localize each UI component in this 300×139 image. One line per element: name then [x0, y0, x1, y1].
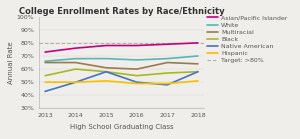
Black — [74, 68, 77, 70]
Multiracial — [43, 62, 47, 63]
White — [43, 60, 47, 62]
White — [196, 55, 200, 57]
Asian/Pacific Islander — [135, 45, 139, 46]
Multiracial — [104, 67, 108, 69]
X-axis label: High School Graduating Class: High School Graduating Class — [70, 124, 173, 130]
Black — [196, 71, 200, 73]
Black — [166, 72, 169, 74]
Asian/Pacific Islander — [43, 51, 47, 53]
Legend: Asian/Pacific Islander, White, Multiracial, Black, Native American, Hispanic, Ta: Asian/Pacific Islander, White, Multiraci… — [207, 15, 287, 63]
Asian/Pacific Islander — [196, 42, 200, 44]
Asian/Pacific Islander — [104, 45, 108, 46]
Line: Multiracial: Multiracial — [45, 63, 198, 69]
Black — [104, 71, 108, 73]
White — [135, 59, 139, 61]
Multiracial — [135, 68, 139, 70]
Line: White: White — [45, 56, 198, 61]
Hispanic — [104, 80, 108, 82]
Native American — [104, 71, 108, 73]
Hispanic — [74, 81, 77, 83]
Multiracial — [74, 62, 77, 63]
Hispanic — [43, 81, 47, 83]
Hispanic — [135, 83, 139, 84]
White — [166, 58, 169, 59]
Y-axis label: Annual Rate: Annual Rate — [8, 41, 14, 84]
Multiracial — [166, 62, 169, 63]
Hispanic — [166, 83, 169, 84]
Multiracial — [196, 63, 200, 65]
Black — [135, 75, 139, 76]
White — [104, 58, 108, 59]
Line: Native American: Native American — [45, 72, 198, 91]
Hispanic — [196, 80, 200, 82]
White — [74, 58, 77, 59]
Native American — [135, 81, 139, 83]
Asian/Pacific Islander — [74, 47, 77, 49]
Asian/Pacific Islander — [166, 43, 169, 45]
Native American — [74, 81, 77, 83]
Line: Hispanic: Hispanic — [45, 81, 198, 84]
Line: Black: Black — [45, 69, 198, 76]
Black — [43, 75, 47, 76]
Title: College Enrollment Rates by Race/Ethnicity: College Enrollment Rates by Race/Ethnici… — [19, 7, 224, 16]
Native American — [196, 71, 200, 73]
Line: Asian/Pacific Islander: Asian/Pacific Islander — [45, 43, 198, 52]
Native American — [166, 84, 169, 86]
Native American — [43, 90, 47, 92]
